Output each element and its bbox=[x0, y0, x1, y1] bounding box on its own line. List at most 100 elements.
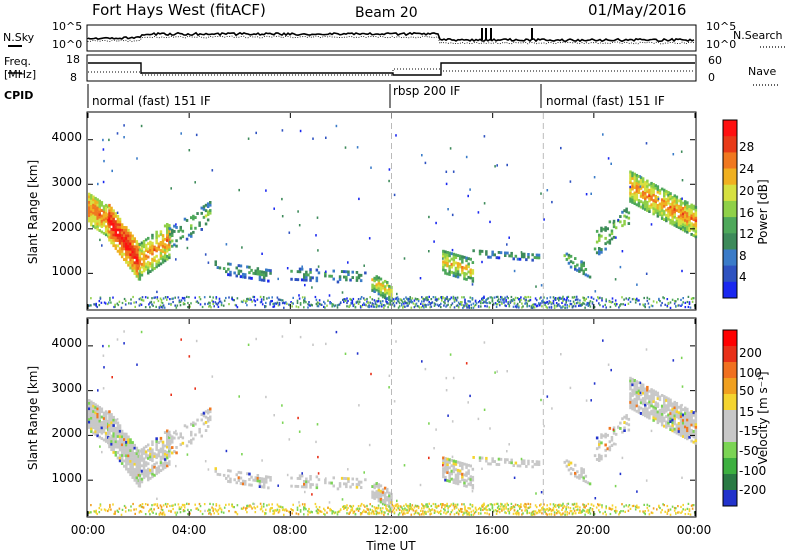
ground-scatter-cell bbox=[308, 301, 310, 304]
speckle-cell bbox=[315, 440, 317, 444]
echo-cell bbox=[478, 249, 482, 253]
echo-cell bbox=[258, 485, 262, 488]
ground-scatter-cell bbox=[434, 298, 437, 301]
echo-cell bbox=[444, 462, 447, 466]
echo-cell bbox=[168, 224, 171, 227]
speckle-cell bbox=[551, 200, 553, 204]
echo-cell bbox=[656, 188, 660, 191]
echo-cell bbox=[102, 419, 106, 423]
echo-cell bbox=[604, 435, 607, 439]
echo-cell bbox=[446, 259, 449, 262]
speckle-cell bbox=[513, 269, 516, 273]
echo-cell bbox=[118, 231, 122, 235]
echo-cell bbox=[641, 196, 645, 199]
ground-scatter-cell bbox=[183, 296, 186, 300]
echo-cell bbox=[290, 269, 293, 273]
ground-scatter-cell bbox=[684, 301, 687, 304]
echo-cell bbox=[155, 254, 158, 258]
echo-cell bbox=[442, 249, 445, 253]
ground-scatter-cell bbox=[445, 504, 447, 507]
echo-cell bbox=[135, 264, 139, 267]
echo-cell bbox=[567, 256, 571, 260]
echo-cell bbox=[371, 289, 374, 292]
ground-scatter-cell bbox=[452, 295, 455, 298]
ground-scatter-cell bbox=[520, 296, 522, 299]
echo-cell bbox=[465, 484, 468, 488]
echo-cell bbox=[454, 269, 458, 273]
ground-scatter-cell bbox=[367, 301, 369, 304]
echo-cell bbox=[163, 256, 167, 260]
ground-scatter-cell bbox=[516, 509, 519, 512]
ground-scatter-cell bbox=[262, 296, 265, 299]
echo-cell bbox=[116, 432, 120, 436]
ground-scatter-cell bbox=[673, 506, 676, 510]
echo-cell bbox=[598, 453, 601, 457]
echo-cell bbox=[461, 268, 464, 272]
ground-scatter-cell bbox=[276, 296, 279, 299]
ground-scatter-cell bbox=[100, 508, 103, 511]
echo-cell bbox=[135, 269, 139, 273]
echo-cell bbox=[644, 400, 647, 404]
echo-cell bbox=[153, 245, 156, 249]
ground-scatter-cell bbox=[501, 302, 503, 305]
echo-cell bbox=[446, 465, 449, 469]
echo-cell bbox=[179, 228, 182, 232]
speckle-cell bbox=[363, 471, 365, 474]
echo-cell bbox=[241, 275, 245, 279]
echo-cell bbox=[144, 257, 148, 260]
ground-scatter-cell bbox=[520, 298, 522, 302]
echo-cell bbox=[206, 218, 210, 222]
echo-cell bbox=[168, 439, 172, 443]
echo-cell bbox=[239, 476, 243, 480]
echo-cell bbox=[641, 190, 645, 194]
ground-scatter-cell bbox=[421, 503, 423, 506]
echo-cell bbox=[637, 175, 641, 178]
echo-cell bbox=[138, 455, 142, 458]
echo-cell bbox=[467, 265, 470, 269]
ground-scatter-cell bbox=[538, 509, 540, 512]
ground-scatter-cell bbox=[447, 299, 449, 303]
ground-scatter-cell bbox=[360, 305, 363, 308]
ground-scatter-cell bbox=[220, 511, 223, 514]
speckle-cell bbox=[238, 188, 240, 192]
echo-cell bbox=[252, 478, 255, 482]
echo-cell bbox=[686, 413, 689, 416]
speckle-cell bbox=[593, 176, 596, 179]
echo-cell bbox=[135, 250, 139, 254]
echo-cell bbox=[147, 271, 150, 275]
echo-cell bbox=[688, 435, 691, 439]
ground-scatter-cell bbox=[529, 299, 532, 302]
echo-cell bbox=[669, 428, 672, 431]
echo-cell bbox=[373, 287, 376, 291]
ground-scatter-cell bbox=[628, 297, 631, 300]
echo-cell bbox=[688, 419, 691, 423]
freq-tick-low: 8 bbox=[70, 71, 77, 84]
echo-cell bbox=[652, 185, 655, 189]
echo-cell bbox=[508, 461, 511, 464]
ground-scatter-cell bbox=[677, 505, 679, 508]
ground-scatter-cell bbox=[195, 300, 198, 303]
ground-scatter-cell bbox=[546, 300, 548, 304]
echo-cell bbox=[144, 455, 148, 459]
ground-scatter-cell bbox=[346, 508, 348, 512]
echo-cell bbox=[665, 415, 668, 418]
ground-scatter-cell bbox=[208, 508, 210, 511]
ground-scatter-cell bbox=[104, 302, 107, 305]
echo-cell bbox=[88, 407, 91, 411]
echo-cell bbox=[375, 285, 378, 289]
ground-scatter-cell bbox=[549, 503, 552, 506]
echo-cell bbox=[194, 226, 197, 230]
echo-cell bbox=[104, 415, 108, 419]
echo-cell bbox=[652, 212, 655, 216]
ground-scatter-cell bbox=[358, 507, 361, 510]
speckle-cell bbox=[452, 376, 455, 380]
ground-scatter-cell bbox=[524, 295, 526, 299]
ground-scatter-cell bbox=[217, 509, 220, 512]
echo-cell bbox=[621, 430, 624, 434]
speckle-cell bbox=[451, 248, 454, 252]
ground-scatter-cell bbox=[520, 505, 522, 508]
echo-cell bbox=[241, 272, 245, 276]
ground-scatter-cell bbox=[680, 511, 682, 514]
ground-scatter-cell bbox=[406, 511, 408, 514]
echo-cell bbox=[569, 467, 573, 470]
